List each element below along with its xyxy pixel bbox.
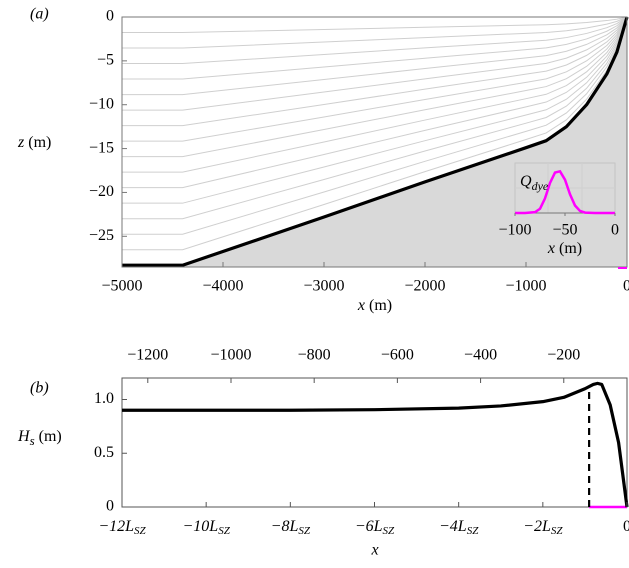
x2-tick-label: −800 [298, 347, 331, 364]
x-axis-label: x [370, 542, 378, 559]
label-part: −8L [271, 518, 299, 535]
y-tick-label: 1.0 [94, 390, 114, 407]
layer-line [122, 16, 628, 220]
x-tick-label: −5000 [101, 278, 142, 295]
label-part: s [30, 433, 35, 448]
layer-line [122, 16, 628, 204]
x2-tick-label: −200 [547, 347, 580, 364]
x-tick-label: −12LSZ [98, 518, 146, 537]
x-axis-label: x (m) [357, 297, 392, 314]
x-tick-label: −2000 [404, 278, 445, 295]
label-part: (m) [39, 428, 62, 445]
layer-line [122, 16, 628, 34]
layer-line [122, 16, 628, 235]
layer-line [122, 16, 628, 158]
seabed-fill [122, 17, 627, 267]
x-tick-label: −8LSZ [271, 518, 311, 537]
label-part: −4L [439, 518, 467, 535]
x-tick-label: −3000 [303, 278, 344, 295]
label-part: Q [520, 173, 532, 190]
panel-label: (a) [30, 6, 49, 23]
inset-x-label: x (m) [547, 240, 582, 257]
x-tick-label: −10LSZ [183, 518, 231, 537]
y-axis-label: z (m) [17, 134, 51, 151]
layer-line [122, 16, 628, 127]
x2-tick-label: −1200 [127, 347, 168, 364]
y-tick-label: −20 [89, 183, 114, 200]
label-part: x [357, 297, 365, 314]
dye-curve [515, 169, 615, 215]
inset-x-tick-label: −100 [498, 222, 531, 239]
label-part: −2L [523, 518, 551, 535]
y-tick-label: 0.5 [94, 444, 114, 461]
x-tick-label: −1000 [505, 278, 546, 295]
label-part: SZ [134, 525, 147, 537]
y-tick-label: −10 [89, 95, 114, 112]
x2-tick-label: −1000 [210, 347, 251, 364]
y-axis-label: Hs (m) [17, 428, 62, 450]
layer-line [122, 16, 628, 80]
x-tick-label: −4000 [202, 278, 243, 295]
layer-line [122, 16, 628, 142]
label-part: 0 [623, 518, 629, 535]
x2-tick-label: −600 [381, 347, 414, 364]
x-tick-label: −4LSZ [439, 518, 479, 537]
layer-line [122, 16, 628, 111]
y-tick-label: −15 [89, 139, 114, 156]
y-tick-label: 0 [106, 8, 114, 25]
label-part: (m) [369, 297, 392, 314]
label-part: H [17, 428, 31, 445]
label-part: (m) [559, 240, 582, 257]
x-tick-label: 0 [623, 278, 629, 295]
y-tick-label: −25 [89, 227, 114, 244]
x-tick-label: −2LSZ [523, 518, 563, 537]
x2-tick-label: −400 [464, 347, 497, 364]
x-tick-label: 0 [623, 518, 629, 535]
y-tick-label: 0 [106, 498, 114, 515]
label-part: SZ [218, 525, 231, 537]
layer-line [122, 16, 628, 49]
y-tick-label: −5 [97, 52, 114, 69]
layer-line [122, 16, 628, 65]
x-tick-label: −6LSZ [355, 518, 395, 537]
wave-height-line [122, 381, 629, 508]
label-part: z [17, 134, 25, 151]
label-part: SZ [383, 525, 396, 537]
layer-line [122, 16, 628, 96]
label-part: SZ [551, 525, 564, 537]
inset-x-tick-label: 0 [611, 222, 619, 239]
panel-label: (b) [30, 380, 49, 397]
seabed-line [122, 16, 629, 267]
label-part: SZ [467, 525, 480, 537]
label-part: −6L [355, 518, 383, 535]
layer-line [122, 16, 628, 189]
label-part: −10L [183, 518, 219, 535]
label-part: SZ [298, 525, 311, 537]
layer-line [122, 16, 628, 173]
label-part: −12L [98, 518, 134, 535]
inset-title: Qdye [520, 173, 549, 193]
inset-x-tick-label: −50 [552, 222, 577, 239]
axes-frame [121, 16, 628, 268]
label-part: dye [532, 179, 549, 193]
label-part: (m) [28, 134, 51, 151]
label-part: x [547, 240, 555, 257]
